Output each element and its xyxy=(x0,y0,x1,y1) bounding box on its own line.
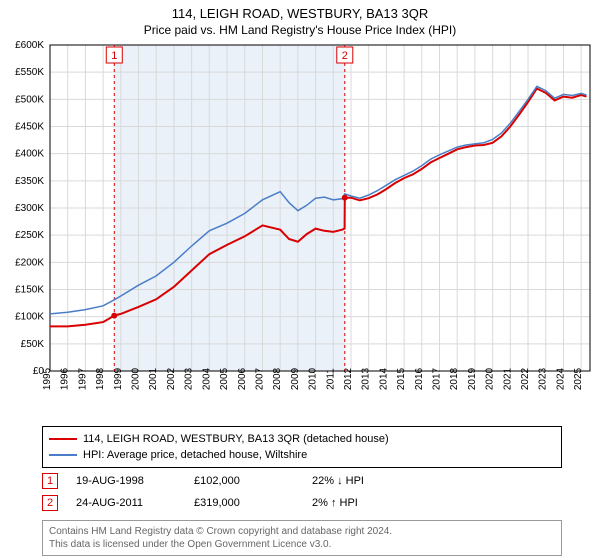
legend-row: 114, LEIGH ROAD, WESTBURY, BA13 3QR (det… xyxy=(49,431,555,447)
svg-text:£550K: £550K xyxy=(15,67,44,78)
svg-text:£400K: £400K xyxy=(15,149,44,160)
legend-label: 114, LEIGH ROAD, WESTBURY, BA13 3QR (det… xyxy=(83,431,389,447)
legend-label: HPI: Average price, detached house, Wilt… xyxy=(83,447,307,463)
sale-marker-box: 2 xyxy=(42,495,58,511)
chart-container: 114, LEIGH ROAD, WESTBURY, BA13 3QR Pric… xyxy=(0,0,600,560)
svg-text:£150K: £150K xyxy=(15,285,44,296)
chart-title: 114, LEIGH ROAD, WESTBURY, BA13 3QR xyxy=(0,0,600,21)
sale-date: 19-AUG-1998 xyxy=(76,475,176,487)
sale-vs-hpi: 22% ↓ HPI xyxy=(312,475,412,487)
legend-swatch xyxy=(49,454,77,456)
sale-marker-box: 1 xyxy=(42,473,58,489)
svg-text:£200K: £200K xyxy=(15,257,44,268)
svg-text:£500K: £500K xyxy=(15,94,44,105)
legend-swatch xyxy=(49,438,77,440)
line-chart-svg: £0£50K£100K£150K£200K£250K£300K£350K£400… xyxy=(0,41,600,421)
svg-text:£600K: £600K xyxy=(15,41,44,51)
svg-text:£350K: £350K xyxy=(15,176,44,187)
attribution-footer: Contains HM Land Registry data © Crown c… xyxy=(42,520,562,556)
svg-text:£300K: £300K xyxy=(15,203,44,214)
chart-area: £0£50K£100K£150K£200K£250K£300K£350K£400… xyxy=(0,41,600,421)
footer-line-2: This data is licensed under the Open Gov… xyxy=(49,538,555,551)
svg-text:£250K: £250K xyxy=(15,230,44,241)
svg-text:£100K: £100K xyxy=(15,312,44,323)
sale-row: 2 24-AUG-2011 £319,000 2% ↑ HPI xyxy=(42,492,562,514)
svg-text:£50K: £50K xyxy=(21,339,45,350)
legend-row: HPI: Average price, detached house, Wilt… xyxy=(49,447,555,463)
sale-price: £319,000 xyxy=(194,497,294,509)
sale-vs-hpi: 2% ↑ HPI xyxy=(312,497,412,509)
legend: 114, LEIGH ROAD, WESTBURY, BA13 3QR (det… xyxy=(42,426,562,468)
chart-subtitle: Price paid vs. HM Land Registry's House … xyxy=(0,21,600,41)
svg-text:1: 1 xyxy=(111,50,117,62)
svg-text:2: 2 xyxy=(342,50,348,62)
sale-row: 1 19-AUG-1998 £102,000 22% ↓ HPI xyxy=(42,470,562,492)
svg-text:£450K: £450K xyxy=(15,122,44,133)
footer-line-1: Contains HM Land Registry data © Crown c… xyxy=(49,525,555,538)
sale-date: 24-AUG-2011 xyxy=(76,497,176,509)
sales-table: 1 19-AUG-1998 £102,000 22% ↓ HPI 2 24-AUG-201… xyxy=(42,470,562,514)
sale-price: £102,000 xyxy=(194,475,294,487)
